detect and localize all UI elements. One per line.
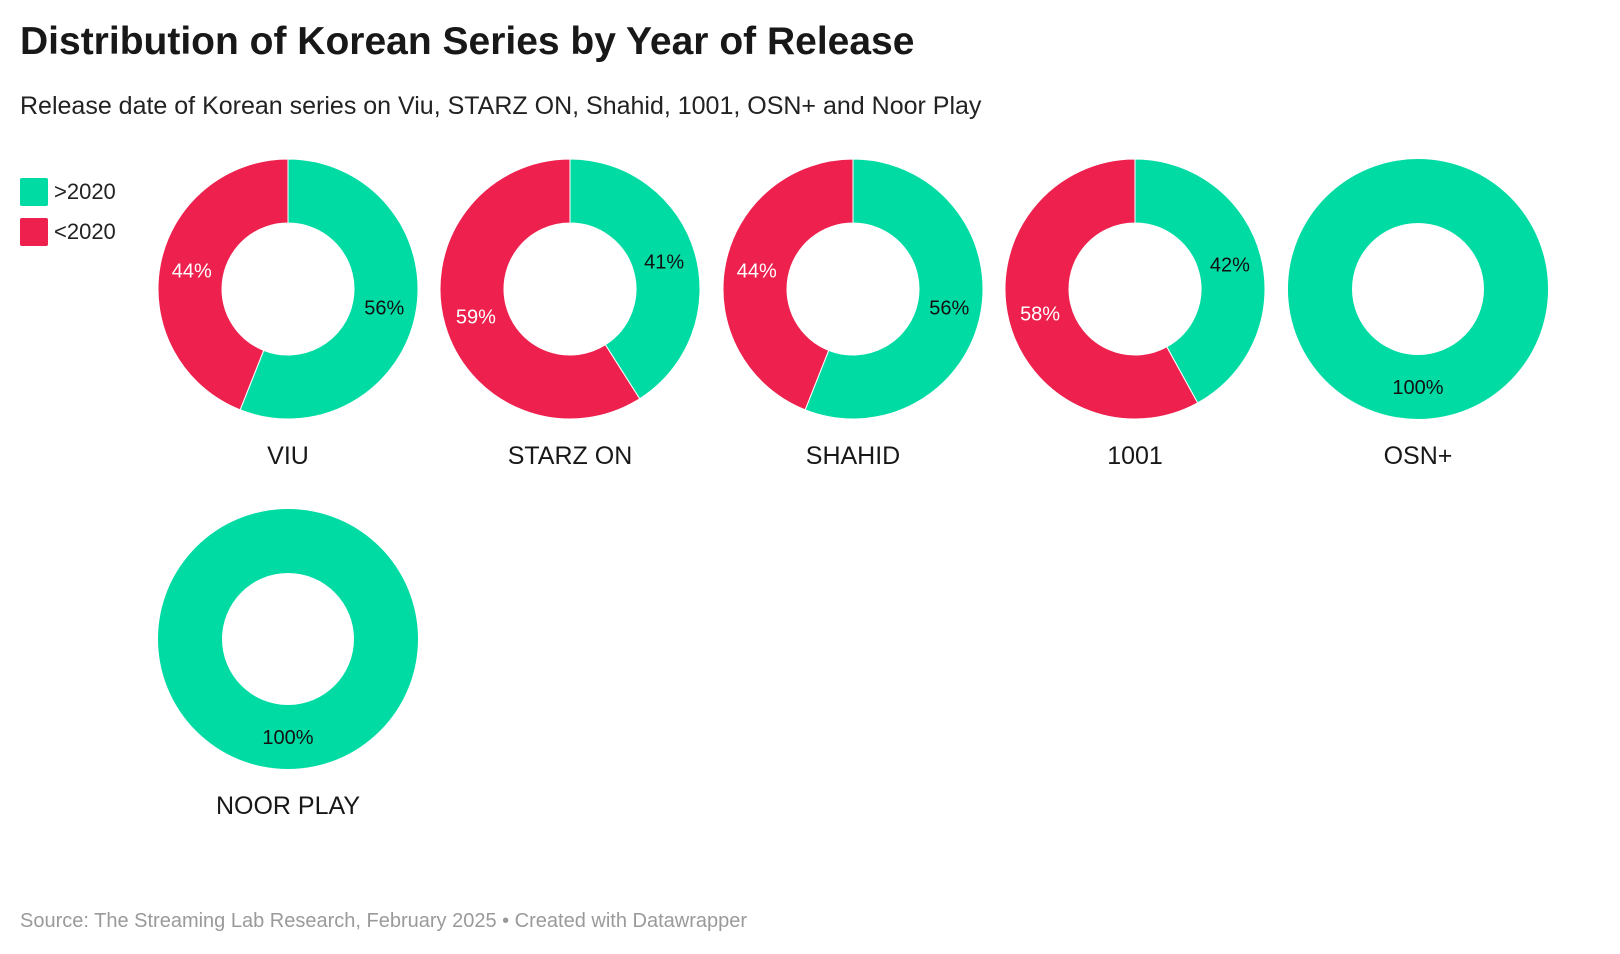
legend-label-before-2020: <2020 <box>54 219 116 244</box>
slice-noor-play-after-2020 <box>158 509 418 769</box>
slice-starz-on-before-2020 <box>439 158 641 420</box>
chart-subtitle: Release date of Korean series on Viu, ST… <box>20 92 982 120</box>
chart-name-noor-play: NOOR PLAY <box>216 792 360 820</box>
legend-label-after-2020: >2020 <box>54 179 116 204</box>
slice-starz-on-after-2020 <box>569 158 701 400</box>
data-label-starz-on-after-2020: 41% <box>644 252 684 274</box>
slice-viu-before-2020 <box>157 158 289 411</box>
legend-item-before-2020: <2020 <box>20 212 116 252</box>
slice-osn-after-2020 <box>1287 158 1549 420</box>
chart-name-1001: 1001 <box>1107 442 1163 470</box>
chart-name-starz-on: STARZ ON <box>508 442 633 470</box>
data-label-viu-after-2020: 56% <box>364 297 404 319</box>
slice-1001-after-2020 <box>1134 158 1266 404</box>
legend: >2020 <2020 <box>20 172 116 252</box>
legend-swatch-before-2020 <box>20 218 48 246</box>
data-label-shahid-before-2020: 44% <box>737 261 777 283</box>
legend-swatch-after-2020 <box>20 178 48 206</box>
chart-title: Distribution of Korean Series by Year of… <box>20 20 915 63</box>
data-label-shahid-after-2020: 56% <box>929 297 969 319</box>
slice-1001-before-2020 <box>1004 158 1199 420</box>
legend-item-after-2020: >2020 <box>20 172 116 212</box>
slice-shahid-after-2020 <box>804 158 984 420</box>
data-label-viu-before-2020: 44% <box>172 261 212 283</box>
data-label-1001-before-2020: 58% <box>1020 303 1060 325</box>
data-label-osn-after-2020: 100% <box>1392 377 1443 399</box>
chart-name-osn: OSN+ <box>1384 442 1453 470</box>
data-label-starz-on-before-2020: 59% <box>456 306 496 328</box>
data-label-noor-play-after-2020: 100% <box>262 727 313 749</box>
source-footer: Source: The Streaming Lab Research, Febr… <box>20 910 748 932</box>
chart-name-shahid: SHAHID <box>806 442 900 470</box>
data-label-1001-after-2020: 42% <box>1210 255 1250 277</box>
slice-shahid-before-2020 <box>722 158 854 411</box>
slice-viu-after-2020 <box>239 158 419 420</box>
chart-name-viu: VIU <box>267 442 309 470</box>
